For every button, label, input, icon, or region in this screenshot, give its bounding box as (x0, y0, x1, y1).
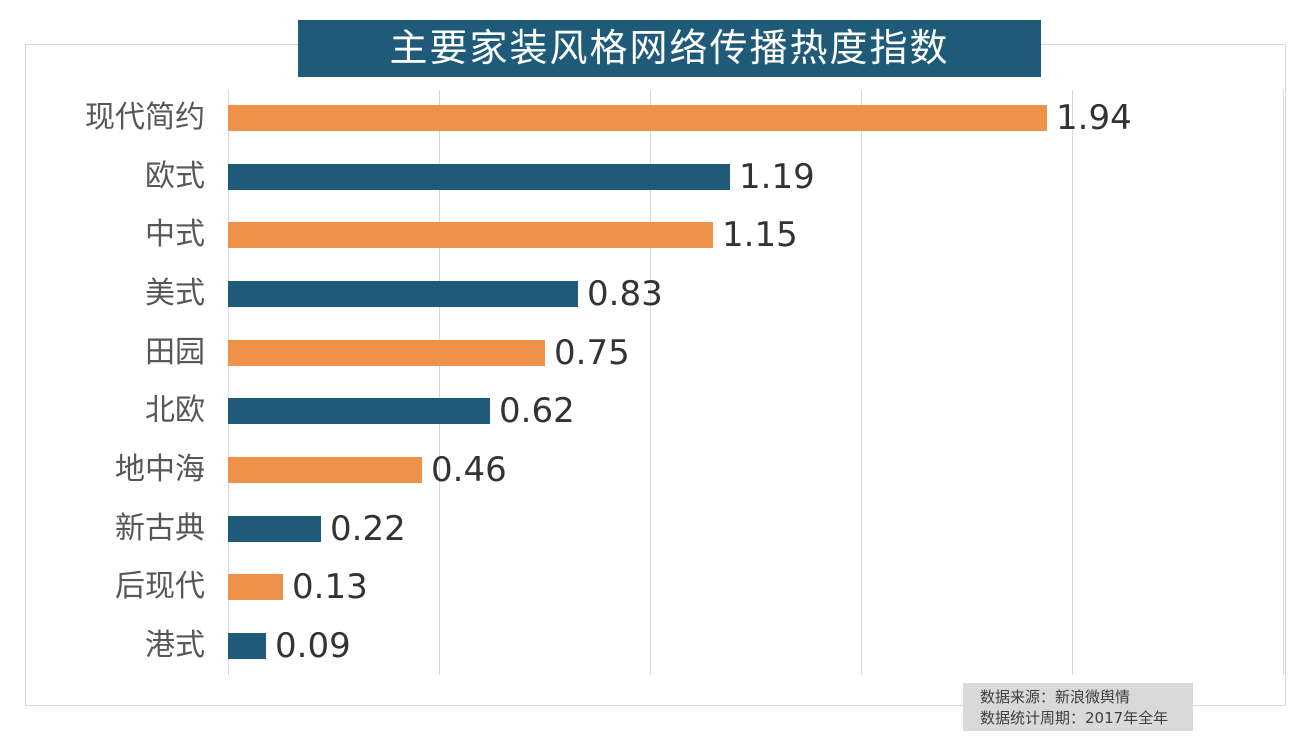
category-label: 新古典 (115, 511, 205, 546)
source-box: 数据来源：新浪微舆情 数据统计周期：2017年全年 (963, 683, 1193, 731)
bar (228, 222, 713, 248)
y-axis-line (228, 90, 229, 675)
gridline-vertical (861, 90, 862, 675)
bar (228, 516, 321, 542)
value-label: 0.22 (330, 509, 406, 549)
bar (228, 340, 545, 366)
bar (228, 398, 490, 424)
category-label: 欧式 (145, 159, 205, 194)
value-label: 1.19 (739, 157, 815, 197)
bar (228, 164, 730, 190)
value-label: 1.94 (1056, 98, 1132, 138)
category-label: 现代简约 (85, 100, 205, 135)
bar (228, 633, 266, 659)
category-label: 地中海 (115, 452, 205, 487)
category-label: 美式 (145, 276, 205, 311)
value-label: 0.13 (292, 567, 368, 607)
category-label: 港式 (145, 628, 205, 663)
source-line: 数据来源：新浪微舆情 (980, 688, 1131, 706)
value-label: 1.15 (722, 215, 798, 255)
chart-title: 主要家装风格网络传播热度指数 (298, 20, 1041, 77)
chart-border (25, 44, 1286, 706)
gridline-vertical (650, 90, 651, 675)
category-label: 田园 (145, 335, 205, 370)
value-label: 0.75 (554, 333, 630, 373)
gridline-vertical (1072, 90, 1073, 675)
gridline-vertical (439, 90, 440, 675)
value-label: 0.83 (587, 274, 663, 314)
category-label: 后现代 (115, 569, 205, 604)
bar (228, 105, 1047, 131)
bar (228, 574, 283, 600)
gridline-vertical (1283, 90, 1284, 675)
value-label: 0.62 (499, 391, 575, 431)
bar (228, 281, 578, 307)
value-label: 0.09 (275, 626, 351, 666)
category-label: 中式 (145, 217, 205, 252)
bar (228, 457, 422, 483)
source-period-line: 数据统计周期：2017年全年 (980, 709, 1169, 727)
value-label: 0.46 (431, 450, 507, 490)
category-label: 北欧 (145, 393, 205, 428)
